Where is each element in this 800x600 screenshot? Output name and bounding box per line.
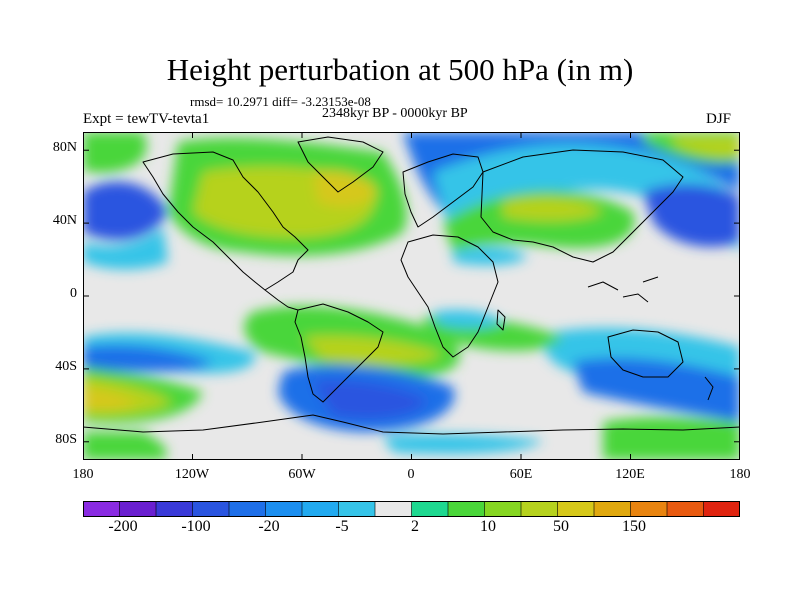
coast-greenland [297, 136, 384, 193]
lon-tick-label: 180 [729, 467, 751, 482]
field-nh-orange-greenland [313, 170, 378, 207]
lat-tick-label: 40N [52, 213, 77, 228]
colorbar-swatch [374, 501, 413, 517]
colorbar-swatch [447, 501, 486, 517]
colorbar-swatch [593, 501, 632, 517]
axis-ticks [83, 132, 740, 460]
field-antarctic-green-west [83, 432, 167, 460]
field-pacific-blue-east [643, 184, 740, 247]
coast-madagascar [496, 309, 506, 331]
colorbar-swatch [192, 501, 230, 517]
colorbar-swatch [520, 501, 559, 517]
field-sh-orange-pacific [83, 387, 138, 411]
experiment-label: Expt = tewTV-tevta1 [83, 111, 210, 127]
colorbar-swatch [557, 501, 595, 517]
colorbar-swatch [155, 501, 194, 517]
season-label: DJF [706, 111, 732, 127]
lat-tick-label: 0 [70, 286, 77, 301]
coast-australia [607, 329, 684, 378]
colorbar [83, 501, 740, 517]
rmsd-stats: rmsd= 10.2971 diff= -3.23153e-08 [190, 94, 371, 109]
coast-antarctica [83, 414, 740, 435]
colorbar-swatch [301, 501, 340, 517]
field-pacific-cyan [83, 227, 168, 270]
coast-europe [402, 153, 484, 228]
colorbar-swatch [83, 501, 121, 517]
field-sh-blue-indian [573, 357, 740, 422]
lon-tick-label: 180 [72, 467, 94, 482]
colorbar-swatch [119, 501, 157, 517]
colorbar-label: -100 [181, 518, 211, 535]
lon-tick-label: 120W [174, 467, 210, 482]
coastlines [83, 136, 740, 435]
field-tropical-cyan [453, 247, 528, 266]
field-sh-deep-blue-atlantic [313, 380, 428, 419]
lon-tick-label: 120E [615, 467, 645, 482]
colorbar-swatch [411, 501, 449, 517]
colorbar-label: 10 [480, 518, 496, 535]
field-nh-cyan-east [433, 143, 740, 252]
colorbar-label: 2 [411, 518, 419, 535]
coast-new-zealand [704, 376, 714, 401]
period-label: 2348kyr BP - 0000kyr BP [322, 106, 468, 121]
field-pacific-blue [83, 181, 168, 241]
lat-tick-label: 80N [52, 140, 77, 155]
coast-asia [480, 149, 684, 263]
colorbar-label: -200 [108, 518, 138, 535]
colorbar-label: 50 [553, 518, 569, 535]
field-sh-cyan-africa [433, 310, 503, 329]
colorbar-label: -5 [335, 518, 349, 535]
colorbar-frame [83, 501, 740, 517]
field-nh-green-west [83, 132, 147, 173]
colorbar-swatch [703, 501, 740, 517]
colorbar-label: 150 [622, 518, 646, 535]
colorbar-swatch [666, 501, 705, 517]
lat-tick-label: 80S [55, 432, 77, 447]
colorbar-swatches [83, 501, 740, 517]
lon-tick-label: 0 [407, 467, 415, 482]
height-perturbation-map [83, 132, 740, 460]
coast-south-america [294, 303, 384, 403]
colorbar-swatch [484, 501, 522, 517]
map-title: Height perturbation at 500 hPa (in m) [166, 52, 634, 87]
contour-fields [83, 132, 740, 460]
lat-tick-label: 40S [55, 359, 77, 374]
field-antarctic-cyan [383, 434, 543, 454]
lon-tick-label: 60W [288, 467, 316, 482]
lon-tick-label: 60E [509, 467, 533, 482]
colorbar-swatch [338, 501, 376, 517]
field-nh-yellow-asia [503, 196, 603, 222]
field-sh-blue-band [83, 345, 213, 372]
colorbar-swatch [228, 501, 267, 517]
coast-maritime-islands [587, 276, 659, 303]
coast-north-america [142, 151, 309, 291]
coast-africa [400, 234, 499, 358]
colorbar-swatch [265, 501, 303, 517]
field-arctic-yellow-east [673, 137, 740, 158]
field-sh-yellow-south-america [303, 335, 443, 365]
colorbar-label: -20 [258, 518, 280, 535]
coast-central-america [264, 289, 299, 311]
field-antarctic-green-east [603, 417, 740, 460]
colorbar-swatch [630, 501, 668, 517]
